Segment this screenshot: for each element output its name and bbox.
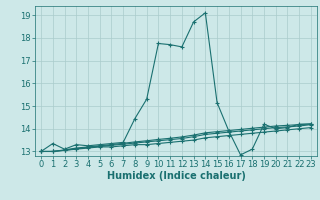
X-axis label: Humidex (Indice chaleur): Humidex (Indice chaleur) xyxy=(107,171,245,181)
